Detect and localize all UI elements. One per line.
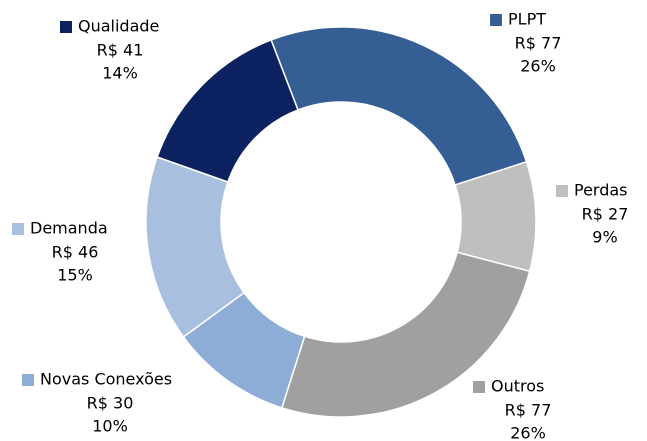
donut-segment — [280, 251, 531, 418]
category-label: Demanda — [30, 219, 108, 238]
percent-label: 26% — [510, 424, 546, 441]
value-label: R$ 27 — [582, 205, 629, 224]
value-label: R$ 77 — [515, 34, 562, 53]
legend-swatch — [12, 223, 24, 235]
legend-swatch — [473, 381, 485, 393]
percent-label: 14% — [102, 64, 138, 83]
category-label: PLPT — [508, 10, 546, 29]
legend-swatch — [60, 21, 72, 33]
donut-segment — [270, 26, 528, 186]
legend-swatch — [490, 14, 502, 26]
category-label: Qualidade — [78, 17, 159, 36]
percent-label: 15% — [57, 266, 93, 285]
category-label: Perdas — [574, 181, 628, 200]
category-label: Outros — [491, 377, 544, 396]
legend-swatch — [556, 185, 568, 197]
legend-swatch — [22, 374, 34, 386]
percent-label: 10% — [92, 417, 128, 436]
value-label: R$ 41 — [97, 41, 144, 60]
percent-label: 9% — [592, 228, 617, 247]
category-label: Novas Conexões — [40, 370, 172, 389]
value-label: R$ 30 — [87, 394, 134, 413]
donut-segment — [156, 38, 299, 183]
value-label: R$ 46 — [52, 243, 99, 262]
percent-label: 26% — [520, 57, 556, 76]
value-label: R$ 77 — [505, 401, 552, 420]
